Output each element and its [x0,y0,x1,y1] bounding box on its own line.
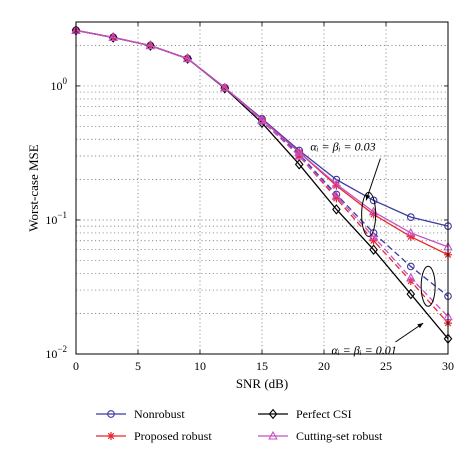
data-point-cutting-set-robust [406,227,416,237]
annotation-label: αᵢ = βᵢ = 0.03 [310,139,375,153]
annotation-label: αᵢ = βᵢ = 0.01 [331,343,396,357]
data-point-cutting-set-robust [294,147,304,156]
annotation-arrowhead [417,323,424,329]
legend-item-nonrobust: Nonrobust [96,407,185,421]
data-point-cutting-set-robust [145,40,156,50]
legend-marker [268,430,278,440]
legend-marker [268,408,278,420]
data-point-proposed-robust [369,236,378,245]
data-point-nonrobust [369,196,378,205]
data-point-perfect-csi [146,40,155,51]
data-point-cutting-set-robust [331,179,342,188]
annotation-arrowhead [365,194,371,201]
legend-marker [107,410,115,418]
data-point-nonrobust [406,262,415,271]
series-line-cutting-set-robust-dashed [75,29,449,318]
legend: Nonrobust Proposed robust Perfect CSI Cutti… [96,407,383,443]
series-line-nonrobust-solid [75,29,449,227]
y-tick-label: 10−1 [45,210,67,227]
data-point-proposed-robust [406,232,415,241]
legend-item-proposed-robust: Proposed robust [96,429,212,443]
legend-label: Perfect CSI [296,407,352,421]
x-tick-label: 0 [73,359,79,373]
series-line-cutting-set-robust-solid [75,29,449,248]
x-tick-label: 5 [135,359,141,373]
data-point-cutting-set-robust [294,150,304,160]
y-tick-label: 10−2 [45,344,67,361]
legend-label: Proposed robust [134,429,212,443]
legend-item-cutting-set-robust: Cutting-set robust [258,429,383,443]
series-perfect-csi [71,25,453,344]
x-axis-label: SNR (dB) [236,376,288,391]
data-point-nonrobust [406,213,415,221]
data-point-cutting-set-robust [220,82,230,92]
x-tick-label: 10 [194,359,206,373]
x-tick-label: 15 [256,359,268,373]
annotation-arrow [395,322,424,343]
grid-lines [75,22,449,355]
series-line-proposed-robust-dashed [75,29,449,324]
legend-label: Cutting-set robust [296,429,383,443]
data-point-cutting-set-robust [406,272,416,282]
plot-frame [75,21,449,355]
x-tick-label: 20 [318,359,330,373]
x-tick-labels: 0 5 10 15 20 25 30 [73,359,454,373]
data-point-perfect-csi [406,288,416,300]
data-point-cutting-set-robust [257,115,267,125]
data-point-perfect-csi [220,83,230,94]
data-point-cutting-set-robust [182,53,193,63]
legend-label: Nonrobust [134,407,185,421]
x-tick-label: 30 [442,359,454,373]
data-point-cutting-set-robust [108,32,118,42]
x-tick-label: 25 [380,359,392,373]
legend-marker [107,432,115,440]
y-axis-label: Worst-case MSE [26,144,41,231]
data-point-proposed-robust [332,194,341,203]
annotation-arrow [365,158,381,201]
data-point-perfect-csi [332,204,341,215]
data-point-perfect-csi [369,244,378,255]
legend-item-perfect-csi: Perfect CSI [258,407,352,421]
data-point-perfect-csi [294,159,304,170]
y-tick-labels: 100 10−1 10−2 [45,76,67,361]
data-point-proposed-robust [332,181,341,190]
data-point-perfect-csi [108,32,118,43]
annotation-ellipse [420,265,436,307]
series-layer [71,25,453,344]
y-tick-label: 100 [51,76,68,93]
data-point-cutting-set-robust [368,231,379,241]
data-point-cutting-set-robust [331,191,342,200]
data-point-proposed-robust [295,152,304,161]
